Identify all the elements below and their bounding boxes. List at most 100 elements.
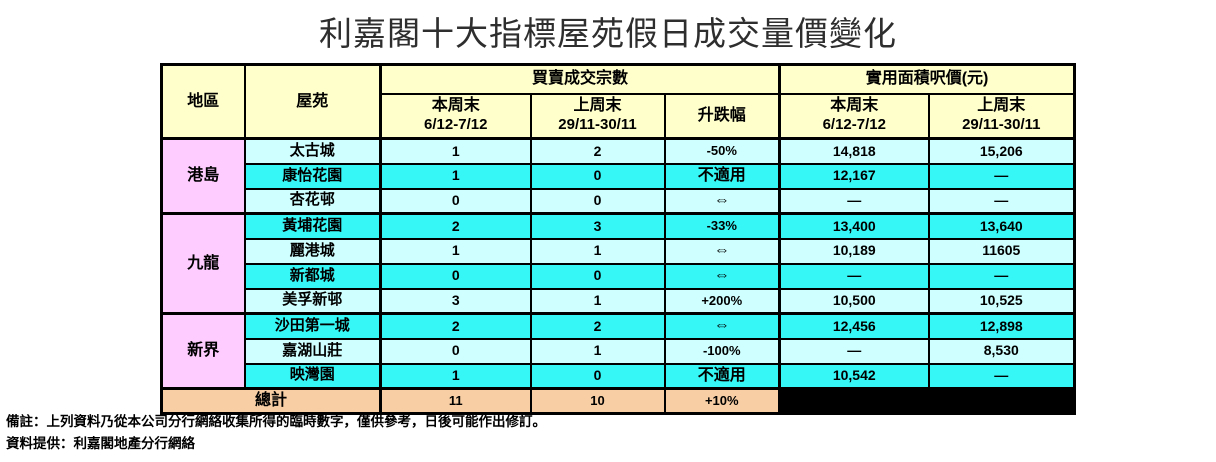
table-row: 麗港城 1 1 ⇔ 10,189 11605 bbox=[162, 237, 1076, 265]
header-period-label: 本周末 bbox=[431, 97, 480, 115]
estate-cell: 黃埔花園 bbox=[243, 212, 382, 240]
price-this-weekend-cell: 12,167 bbox=[778, 162, 930, 190]
page-title: 利嘉閣十大指標屋苑假日成交量價變化 bbox=[319, 15, 897, 52]
transactions-table: 地區 屋苑 買賣成交宗數 實用面積呎價(元) 本周末 6/12-7/12 上周末… bbox=[160, 63, 1077, 415]
price-last-weekend-cell: — bbox=[927, 262, 1076, 290]
estate-cell: 映灣園 bbox=[243, 362, 382, 390]
header-period-dates: 29/11-30/11 bbox=[962, 116, 1041, 134]
header-district: 地區 bbox=[160, 63, 246, 140]
header-period-dates: 6/12-7/12 bbox=[822, 116, 886, 134]
tx-last-weekend-cell: 0 bbox=[529, 187, 666, 215]
price-last-weekend-cell: — bbox=[927, 187, 1076, 215]
price-this-weekend-cell: — bbox=[778, 187, 930, 215]
table-row: 康怡花園 1 0 不適用 12,167 — bbox=[162, 162, 1076, 190]
tx-last-weekend-cell: 1 bbox=[529, 337, 666, 365]
total-tx-last-weekend-cell: 10 bbox=[529, 387, 666, 415]
tx-last-weekend-cell: 2 bbox=[529, 312, 666, 340]
footnote-remark: 備註：上列資料乃從本公司分行網絡收集所得的臨時數字，僅供參考，日後可能作出修訂。 bbox=[6, 414, 546, 429]
header-period-label: 本周末 bbox=[830, 97, 879, 115]
tx-this-weekend-cell: 2 bbox=[379, 212, 532, 240]
table-row: 美孚新邨 3 1 +200% 10,500 10,525 bbox=[162, 287, 1076, 315]
table-row: 映灣園 1 0 不適用 10,542 — bbox=[162, 362, 1076, 390]
change-cell: +200% bbox=[663, 287, 781, 315]
header-period-label: 上周末 bbox=[573, 97, 622, 115]
total-row: 總計 11 10 +10% bbox=[160, 387, 1076, 415]
table-row: 新都城 0 0 ⇔ — — bbox=[162, 262, 1076, 290]
header-change: 升跌幅 bbox=[663, 92, 781, 140]
header-period-label: 上周末 bbox=[977, 97, 1026, 115]
district-cell: 九龍 bbox=[160, 212, 246, 315]
tx-last-weekend-cell: 1 bbox=[529, 237, 666, 265]
header-period-dates: 6/12-7/12 bbox=[424, 116, 488, 134]
estate-cell: 康怡花園 bbox=[243, 162, 382, 190]
estate-cell: 杏花邨 bbox=[243, 187, 382, 215]
header-period-dates: 29/11-30/11 bbox=[558, 116, 637, 134]
price-last-weekend-cell: 8,530 bbox=[927, 337, 1076, 365]
change-cell: ⇔ bbox=[663, 187, 781, 215]
price-this-weekend-cell: 13,400 bbox=[778, 212, 930, 240]
estate-cell: 沙田第一城 bbox=[243, 312, 382, 340]
change-cell: -50% bbox=[663, 137, 781, 165]
district-cell: 新界 bbox=[160, 312, 246, 390]
tx-last-weekend-cell: 0 bbox=[529, 362, 666, 390]
tx-last-weekend-cell: 0 bbox=[529, 162, 666, 190]
district-cell: 港島 bbox=[160, 137, 246, 215]
tx-this-weekend-cell: 3 bbox=[379, 287, 532, 315]
price-last-weekend-cell: 13,640 bbox=[927, 212, 1076, 240]
header-row-periods: 本周末 6/12-7/12 上周末 29/11-30/11 升跌幅 本周末 6/… bbox=[162, 92, 1076, 140]
tx-last-weekend-cell: 3 bbox=[529, 212, 666, 240]
price-this-weekend-cell: — bbox=[778, 337, 930, 365]
estate-cell: 太古城 bbox=[243, 137, 382, 165]
estate-cell: 新都城 bbox=[243, 262, 382, 290]
header-price-group: 實用面積呎價(元) bbox=[778, 63, 1076, 95]
header-tx-last-weekend: 上周末 29/11-30/11 bbox=[529, 92, 666, 140]
tx-last-weekend-cell: 1 bbox=[529, 287, 666, 315]
footnotes: 備註：上列資料乃從本公司分行網絡收集所得的臨時數字，僅供參考，日後可能作出修訂。… bbox=[6, 411, 546, 455]
table-row: 九龍 黃埔花園 2 3 -33% 13,400 13,640 bbox=[160, 212, 1076, 315]
change-cell: ⇔ bbox=[663, 237, 781, 265]
tx-this-weekend-cell: 1 bbox=[379, 137, 532, 165]
price-this-weekend-cell: — bbox=[778, 262, 930, 290]
price-this-weekend-cell: 10,189 bbox=[778, 237, 930, 265]
header-tx-this-weekend: 本周末 6/12-7/12 bbox=[379, 92, 532, 140]
price-last-weekend-cell: — bbox=[927, 362, 1076, 390]
tx-last-weekend-cell: 0 bbox=[529, 262, 666, 290]
table-row: 新界 沙田第一城 2 2 ⇔ 12,456 12,898 bbox=[160, 312, 1076, 390]
tx-last-weekend-cell: 2 bbox=[529, 137, 666, 165]
price-last-weekend-cell: 12,898 bbox=[927, 312, 1076, 340]
header-price-last-weekend: 上周末 29/11-30/11 bbox=[927, 92, 1076, 140]
header-estate: 屋苑 bbox=[243, 63, 382, 140]
price-this-weekend-cell: 12,456 bbox=[778, 312, 930, 340]
header-row-groups: 地區 屋苑 買賣成交宗數 實用面積呎價(元) bbox=[160, 63, 1076, 140]
table-row: 港島 太古城 1 2 -50% 14,818 15,206 bbox=[160, 137, 1076, 215]
tx-this-weekend-cell: 1 bbox=[379, 237, 532, 265]
change-cell: 不適用 bbox=[663, 362, 781, 390]
footnote-source: 資料提供：利嘉閣地產分行網絡 bbox=[6, 436, 195, 451]
tx-this-weekend-cell: 1 bbox=[379, 362, 532, 390]
estate-cell: 美孚新邨 bbox=[243, 287, 382, 315]
table-row: 嘉湖山莊 0 1 -100% — 8,530 bbox=[162, 337, 1076, 365]
change-cell: ⇔ bbox=[663, 262, 781, 290]
price-this-weekend-cell: 10,542 bbox=[778, 362, 930, 390]
price-last-weekend-cell: 10,525 bbox=[927, 287, 1076, 315]
price-this-weekend-cell: 10,500 bbox=[778, 287, 930, 315]
total-label-cell: 總計 bbox=[160, 387, 382, 415]
price-last-weekend-cell: 15,206 bbox=[927, 137, 1076, 165]
price-last-weekend-cell: 11605 bbox=[927, 237, 1076, 265]
change-cell: -100% bbox=[663, 337, 781, 365]
price-this-weekend-cell: 14,818 bbox=[778, 137, 930, 165]
tx-this-weekend-cell: 2 bbox=[379, 312, 532, 340]
total-change-cell: +10% bbox=[663, 387, 781, 415]
estate-cell: 嘉湖山莊 bbox=[243, 337, 382, 365]
tx-this-weekend-cell: 1 bbox=[379, 162, 532, 190]
change-cell: ⇔ bbox=[663, 312, 781, 340]
header-price-this-weekend: 本周末 6/12-7/12 bbox=[778, 92, 930, 140]
change-cell: -33% bbox=[663, 212, 781, 240]
tx-this-weekend-cell: 0 bbox=[379, 187, 532, 215]
total-tx-this-weekend-cell: 11 bbox=[379, 387, 532, 415]
tx-this-weekend-cell: 0 bbox=[379, 337, 532, 365]
header-transactions-group: 買賣成交宗數 bbox=[378, 63, 781, 95]
price-last-weekend-cell: — bbox=[927, 162, 1076, 190]
change-cell: 不適用 bbox=[663, 162, 781, 190]
